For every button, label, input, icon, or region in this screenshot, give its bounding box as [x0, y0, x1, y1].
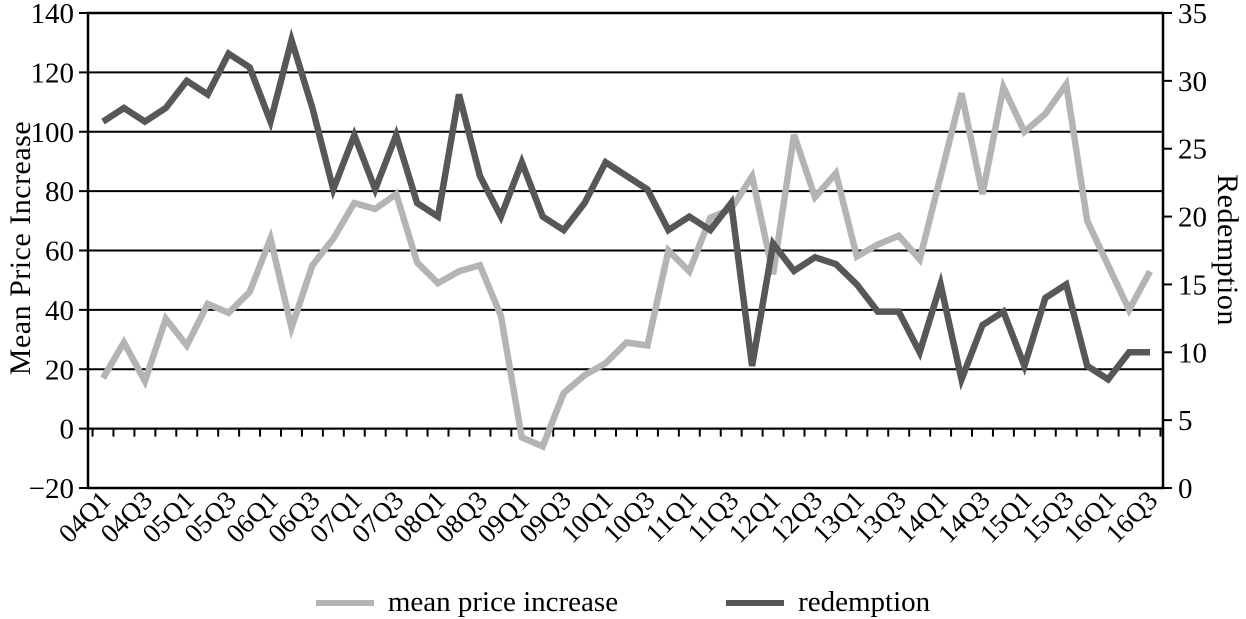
y-axis-tick-label: 10 — [1178, 337, 1207, 369]
legend-item-mean-price-increase: mean price increase — [315, 586, 619, 619]
y-axis-tick-label: 60 — [45, 236, 74, 268]
y-axis-tick-label: 30 — [1178, 66, 1207, 98]
legend-line-swatch — [726, 599, 785, 606]
y-axis-tick-label: 80 — [45, 176, 74, 208]
legend-label: mean price increase — [387, 586, 619, 618]
legend-line-swatch — [315, 599, 374, 606]
y-axis-tick-label: 100 — [31, 117, 75, 149]
left-axis-title: Mean Price Increase — [4, 120, 37, 376]
y-axis-tick-label: 35 — [1178, 0, 1207, 30]
y-axis-tick-label: 15 — [1178, 269, 1207, 301]
right-axis-title: Redemption — [1211, 174, 1244, 326]
mean-price-increase-line — [100, 75, 1153, 451]
y-axis-tick-label: 25 — [1178, 134, 1207, 166]
y-axis-tick-label: 120 — [31, 57, 75, 89]
legend-item-redemption: redemption — [726, 586, 930, 619]
y-axis-tick-label: 20 — [1178, 202, 1207, 234]
chart-canvas: 140120100806040200−203530252015105004Q10… — [29, 0, 1207, 549]
legend-label: redemption — [798, 586, 931, 618]
y-axis-tick-label: 40 — [45, 295, 74, 327]
y-axis-tick-label: 140 — [31, 0, 75, 30]
legend: mean price increase redemption — [0, 586, 1246, 619]
y-axis-tick-label: 20 — [45, 354, 74, 386]
y-axis-tick-label: 0 — [60, 414, 75, 446]
y-axis-tick-label: 0 — [1178, 473, 1193, 505]
redemption-line — [101, 28, 1150, 391]
y-axis-tick-label: 5 — [1178, 405, 1193, 437]
y-axis-tick-label: −20 — [29, 473, 74, 505]
